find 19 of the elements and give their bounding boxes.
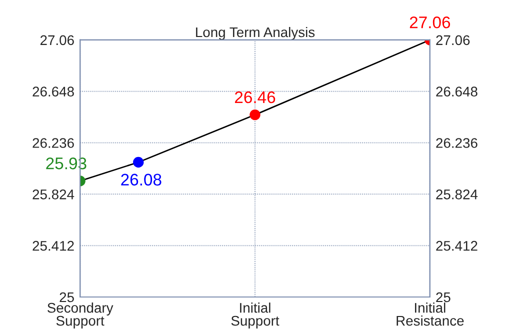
y2-tick-label: 25: [436, 292, 450, 302]
x-tick-label: Initial Support: [231, 302, 280, 328]
y-tick-label: 26.648: [32, 86, 74, 97]
x-tick-label: Initial Resistance: [396, 302, 464, 326]
chart-title: Long Term Analysis: [196, 26, 315, 40]
data-label: 27.06: [410, 16, 450, 28]
y-tick-label: 25.824: [32, 190, 74, 200]
y-tick-label: 25.412: [32, 240, 74, 251]
y-tick-label: 27.06: [40, 35, 74, 46]
y-tick-label: 26.236: [32, 138, 74, 148]
y2-tick-label: 26.648: [436, 86, 478, 97]
data-label: 26.08: [121, 174, 162, 186]
y2-tick-label: 26.236: [436, 138, 478, 148]
y2-tick-label: 25.412: [436, 240, 478, 251]
x-tick-label: Secondary Support: [48, 302, 114, 328]
data-label: 26.46: [234, 91, 276, 104]
y2-tick-label: 27.06: [436, 35, 470, 46]
y-tick-label: 25: [60, 292, 74, 302]
y2-tick-label: 25.824: [436, 190, 478, 200]
